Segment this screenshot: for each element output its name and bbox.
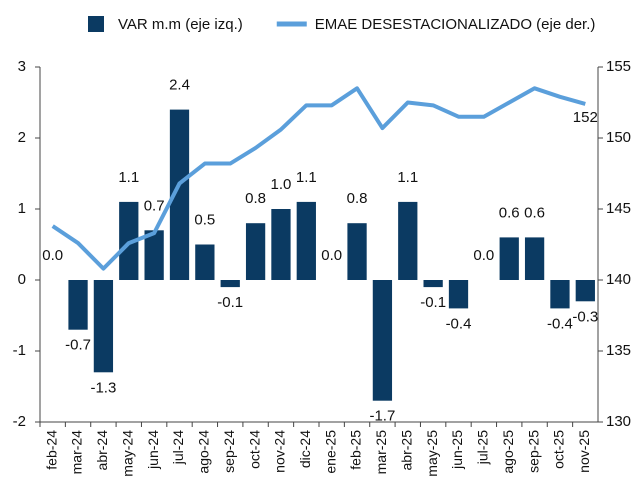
x-tick-label: ene-25 (322, 430, 338, 474)
x-tick-label: feb-24 (43, 430, 59, 470)
bar (220, 280, 240, 288)
bar (144, 230, 164, 280)
bar-value-label: 1.1 (296, 169, 317, 186)
y2-tick-label: 140 (606, 271, 631, 288)
bar-value-label: -0.3 (572, 308, 598, 325)
x-tick-label: may-24 (119, 430, 135, 477)
bar-value-label: -1.7 (369, 408, 395, 425)
x-tick-label: sep-25 (525, 430, 541, 473)
x-tick-label: ago-24 (196, 430, 212, 474)
legend-label: EMAE DESESTACIONALIZADO (eje der.) (315, 16, 596, 33)
bar (271, 209, 291, 280)
bar (398, 201, 418, 280)
bar-value-label: 0.6 (524, 204, 545, 221)
x-tick-label: abr-24 (94, 430, 110, 471)
legend-label: VAR m.m (eje izq.) (118, 16, 243, 33)
bar (372, 280, 393, 401)
x-tick-label: dic-24 (297, 430, 313, 468)
bar (68, 280, 88, 330)
x-tick-label: sep-24 (221, 430, 237, 473)
x-tick-label: jul-25 (475, 430, 491, 465)
bar-value-label: 2.4 (169, 77, 190, 94)
x-tick-label: oct-25 (551, 430, 567, 469)
bar (195, 244, 215, 280)
bar-value-label: -0.4 (446, 315, 472, 332)
bar-value-label: -0.7 (65, 337, 91, 354)
y2-tick-label: 135 (606, 342, 631, 359)
x-tick-label: oct-24 (246, 430, 262, 469)
x-tick-label: jun-25 (449, 430, 465, 470)
bar-value-label: -0.4 (547, 315, 573, 332)
bar (169, 109, 190, 280)
y2-tick-label: 155 (606, 58, 631, 75)
bar (524, 237, 545, 280)
x-tick-label: jun-24 (145, 430, 161, 470)
bar (575, 280, 595, 302)
bar-value-label: 0.8 (245, 190, 266, 207)
bar (550, 280, 570, 309)
bar-value-label: 1.1 (397, 169, 418, 186)
x-tick-label: jul-24 (170, 430, 186, 465)
y2-tick-label: 145 (606, 200, 631, 217)
bar-value-label: 0.7 (144, 197, 165, 214)
bar (448, 280, 469, 309)
bar-value-label: 0.8 (347, 190, 368, 207)
x-tick-label: nov-25 (576, 430, 592, 473)
bar-value-label: 0.6 (499, 204, 520, 221)
y2-tick-label: 150 (606, 129, 631, 146)
line (51, 86, 586, 271)
x-tick-label: mar-25 (373, 430, 389, 475)
bar-value-label: -0.1 (420, 294, 446, 311)
bar-value-label: 1.0 (271, 176, 292, 193)
bar (499, 237, 519, 280)
bar-value-label: 1.1 (118, 169, 139, 186)
bar-value-label: -1.3 (90, 379, 116, 396)
x-tick-label: ago-25 (500, 430, 516, 474)
bar (93, 280, 114, 373)
bar-value-label: 0.0 (473, 247, 494, 264)
x-tick-label: nov-24 (272, 430, 288, 473)
y-tick-label: -2 (13, 413, 26, 430)
y-tick-label: 0 (18, 271, 26, 288)
bar (245, 223, 266, 280)
bar-value-label: 0.0 (42, 247, 63, 264)
bar (423, 280, 443, 288)
y-tick-label: 1 (18, 200, 26, 217)
legend-swatch (88, 16, 104, 32)
bar-value-label: 0.0 (321, 247, 342, 264)
bar (296, 201, 316, 280)
y2-tick-label: 130 (606, 413, 631, 430)
bar (347, 223, 367, 280)
y-tick-label: 2 (18, 129, 26, 146)
x-tick-label: abr-25 (398, 430, 414, 471)
bar-value-label: 0.5 (194, 211, 215, 228)
bar-value-label: -0.1 (217, 294, 243, 311)
line-value-label: 152 (573, 109, 598, 126)
x-tick-label: may-25 (424, 430, 440, 477)
y-tick-label: 3 (18, 58, 26, 75)
x-tick-label: feb-25 (348, 430, 364, 470)
y-tick-label: -1 (13, 342, 26, 359)
x-tick-label: mar-24 (69, 430, 85, 475)
